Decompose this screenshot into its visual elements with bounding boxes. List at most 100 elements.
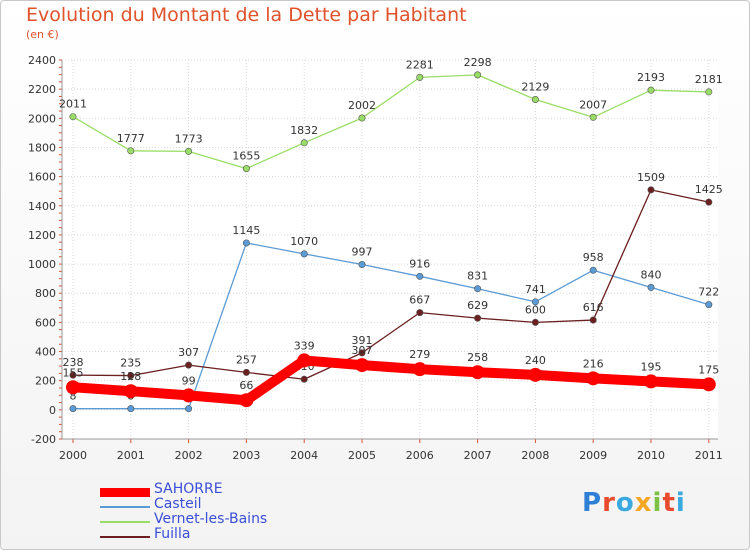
data-label: 1832 (290, 124, 318, 137)
y-tick-label: 1000 (28, 258, 56, 271)
data-label: 1425 (695, 183, 723, 196)
data-point (127, 372, 135, 380)
data-label: 175 (698, 363, 719, 376)
data-label: 235 (120, 357, 141, 370)
data-label: 2281 (406, 58, 434, 71)
y-tick-label: 1200 (28, 229, 56, 242)
data-label: 307 (352, 344, 373, 357)
legend-item: Casteil (100, 496, 360, 515)
x-tick-label: 2004 (290, 449, 318, 462)
proxiti-logo: Proxiti (582, 488, 686, 518)
data-label: 99 (182, 374, 196, 387)
x-tick-label: 2010 (637, 449, 665, 462)
data-label: 629 (467, 299, 488, 312)
data-label: 667 (409, 294, 430, 307)
data-point (242, 368, 250, 376)
data-label: 339 (294, 339, 315, 352)
data-label: 1773 (175, 132, 203, 145)
data-point (239, 393, 254, 408)
y-tick-label: 2000 (28, 112, 56, 125)
data-point (416, 309, 424, 317)
x-tick-label: 2007 (464, 449, 492, 462)
data-point (297, 353, 312, 368)
x-tick-label: 2006 (406, 449, 434, 462)
data-point (242, 165, 250, 173)
data-point (300, 139, 308, 147)
series-line-fuilla (72, 189, 710, 380)
data-label: 66 (239, 379, 253, 392)
data-label: 8 (70, 390, 77, 403)
data-label: 258 (467, 351, 488, 364)
data-point (185, 361, 193, 369)
data-point (69, 371, 77, 379)
y-tick-label: -200 (31, 433, 56, 446)
data-label: 616 (583, 301, 604, 314)
data-label: 2181 (695, 73, 723, 86)
data-point (470, 365, 485, 380)
legend-label: Vernet-les-Bains (154, 511, 268, 527)
data-label: 257 (236, 353, 257, 366)
data-point (358, 114, 366, 122)
data-point (589, 113, 597, 121)
data-point (69, 113, 77, 121)
x-tick-label: 2009 (579, 449, 607, 462)
data-label: 1509 (637, 171, 665, 184)
data-point (647, 283, 655, 291)
data-label: 307 (178, 346, 199, 359)
data-point (474, 314, 482, 322)
x-tick-label: 2000 (59, 449, 87, 462)
data-label: 2011 (59, 98, 87, 111)
data-label: 2007 (579, 98, 607, 111)
series-line-sahorre (68, 355, 714, 406)
data-point (647, 186, 655, 194)
data-point (358, 349, 366, 357)
data-point (66, 380, 80, 395)
data-point (531, 298, 539, 306)
data-label: 840 (641, 268, 662, 281)
data-point (416, 73, 424, 81)
y-tick-label: 1400 (28, 200, 56, 213)
x-tick-label: 2008 (521, 449, 549, 462)
data-label: 2193 (637, 71, 665, 84)
data-label: 741 (525, 283, 546, 296)
data-label: 958 (583, 251, 604, 264)
data-point (586, 371, 601, 386)
data-point (701, 377, 716, 392)
data-point (474, 285, 482, 293)
data-label: 279 (409, 348, 430, 361)
data-label: 1777 (117, 132, 145, 145)
x-tick-label: 2002 (175, 449, 203, 462)
legend-swatch (100, 521, 150, 523)
data-label: 722 (698, 286, 719, 299)
data-point (416, 272, 424, 280)
data-point (705, 88, 713, 96)
legend-swatch (100, 506, 150, 508)
data-point (185, 147, 193, 155)
x-tick-label: 2005 (348, 449, 376, 462)
data-point (644, 374, 658, 389)
data-label: 600 (525, 303, 546, 316)
data-point (589, 316, 597, 324)
data-point (127, 405, 135, 413)
data-point (123, 384, 138, 399)
data-point (355, 358, 369, 373)
data-label: 1145 (232, 224, 260, 237)
legend-label: Fuilla (154, 526, 191, 542)
series-line-vernet-les-bains (72, 74, 710, 170)
chart-subtitle: (en €) (26, 28, 59, 41)
data-label: 155 (63, 366, 84, 379)
data-label: 391 (352, 334, 373, 347)
chart-title: Evolution du Montant de la Dette par Hab… (26, 4, 467, 26)
data-label: 238 (63, 356, 84, 369)
legend-swatch (100, 536, 150, 538)
data-label: 216 (583, 357, 604, 370)
data-label: 997 (352, 246, 373, 259)
data-point (300, 375, 308, 383)
x-tick-label: 2003 (232, 449, 260, 462)
legend-label: SAHORRE (154, 481, 223, 497)
data-point (127, 147, 135, 155)
y-tick-label: 800 (35, 287, 56, 300)
data-label: 2298 (464, 56, 492, 69)
legend-item: Fuilla (100, 526, 360, 545)
